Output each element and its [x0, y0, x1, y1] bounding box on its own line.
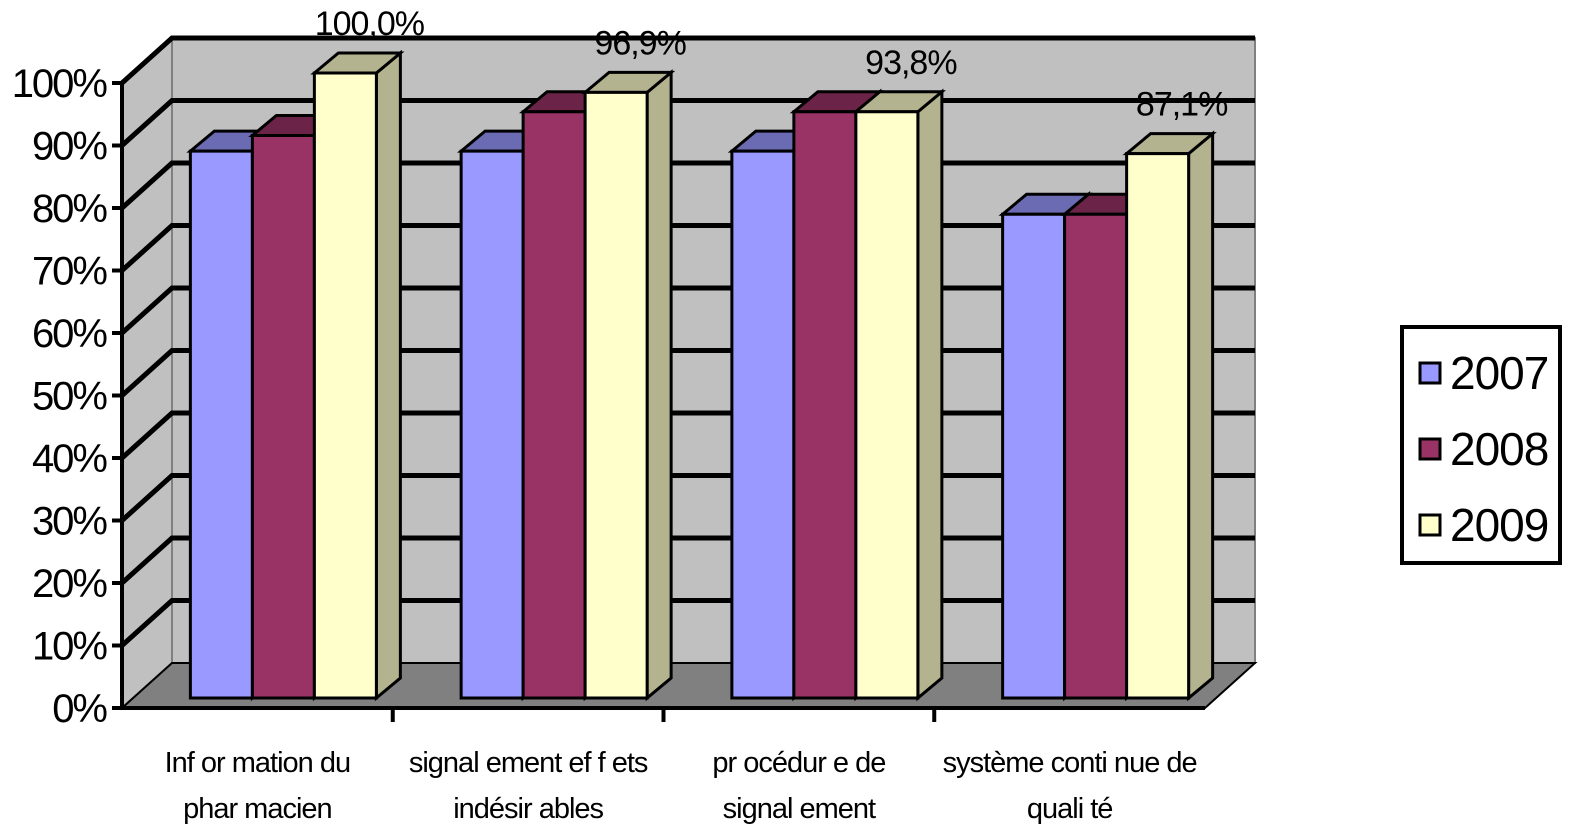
- x-tick-label: système conti nue de quali té: [943, 747, 1197, 825]
- gridline: [120, 35, 1255, 85]
- x-tick-label-line: Inf or mation du: [165, 747, 351, 779]
- legend-label: 2007: [1450, 347, 1548, 399]
- y-tick-label: 40%: [32, 437, 107, 481]
- bar: [459, 149, 525, 700]
- labels: 0% 10% 20% 30% 40% 50% 60% 70% 80% 90% 100% Inf or …: [12, 5, 1229, 825]
- x-tick-label-line: phar macien: [183, 793, 332, 825]
- bar: [1125, 152, 1191, 700]
- bar: [188, 149, 254, 700]
- y-tick-label: 30%: [32, 500, 107, 544]
- bar: [583, 90, 649, 700]
- bar-side: [1187, 130, 1215, 702]
- data-label: 87,1%: [1136, 86, 1228, 124]
- bar: [312, 71, 378, 700]
- bar: [1001, 212, 1067, 700]
- legend-swatch: [1418, 437, 1442, 461]
- x-tick-label-line: pr océdur e de: [712, 747, 885, 779]
- legend-swatch: [1418, 513, 1442, 537]
- x-tick-label: signal ement ef f ets indésir ables: [409, 747, 648, 825]
- bar-side: [645, 69, 673, 702]
- bars: [186, 49, 1217, 702]
- y-tick-label: 80%: [32, 187, 107, 231]
- bar-side: [916, 88, 944, 702]
- x-tick-label-line: système conti nue de: [943, 747, 1197, 779]
- bar: [730, 149, 796, 700]
- x-tick-label-line: indésir ables: [453, 793, 603, 825]
- y-tick-label: 60%: [32, 312, 107, 356]
- x-tick-label-line: signal ement: [723, 793, 876, 825]
- x-tick-label: Inf or mation du phar macien: [165, 747, 351, 825]
- y-tick-label: 10%: [32, 625, 107, 669]
- x-tick-label-line: signal ement ef f ets: [409, 747, 648, 779]
- x-tick-label: pr océdur e de signal ement: [712, 747, 885, 825]
- bar: [521, 110, 587, 700]
- data-label: 96,9%: [594, 24, 686, 62]
- bar: [854, 110, 920, 700]
- bar-side: [374, 49, 402, 702]
- legend-label: 2009: [1450, 499, 1548, 551]
- axes: [112, 81, 1205, 722]
- legend: 2007 2008 2009: [1400, 325, 1562, 565]
- y-tick-label: 20%: [32, 562, 107, 606]
- y-tick-label: 100%: [12, 62, 108, 106]
- bar: [250, 134, 316, 700]
- bar: [792, 110, 858, 700]
- data-label: 93,8%: [865, 44, 957, 82]
- y-tick-label: 70%: [32, 250, 107, 294]
- y-tick-label: 90%: [32, 125, 107, 169]
- y-tick-label: 0%: [52, 687, 107, 731]
- y-tick-label: 50%: [32, 375, 107, 419]
- x-tick-label-line: quali té: [1027, 793, 1113, 825]
- bar: [1063, 212, 1129, 700]
- legend-swatch: [1418, 361, 1442, 385]
- data-label: 100,0%: [315, 5, 425, 43]
- legend-label: 2008: [1450, 423, 1548, 475]
